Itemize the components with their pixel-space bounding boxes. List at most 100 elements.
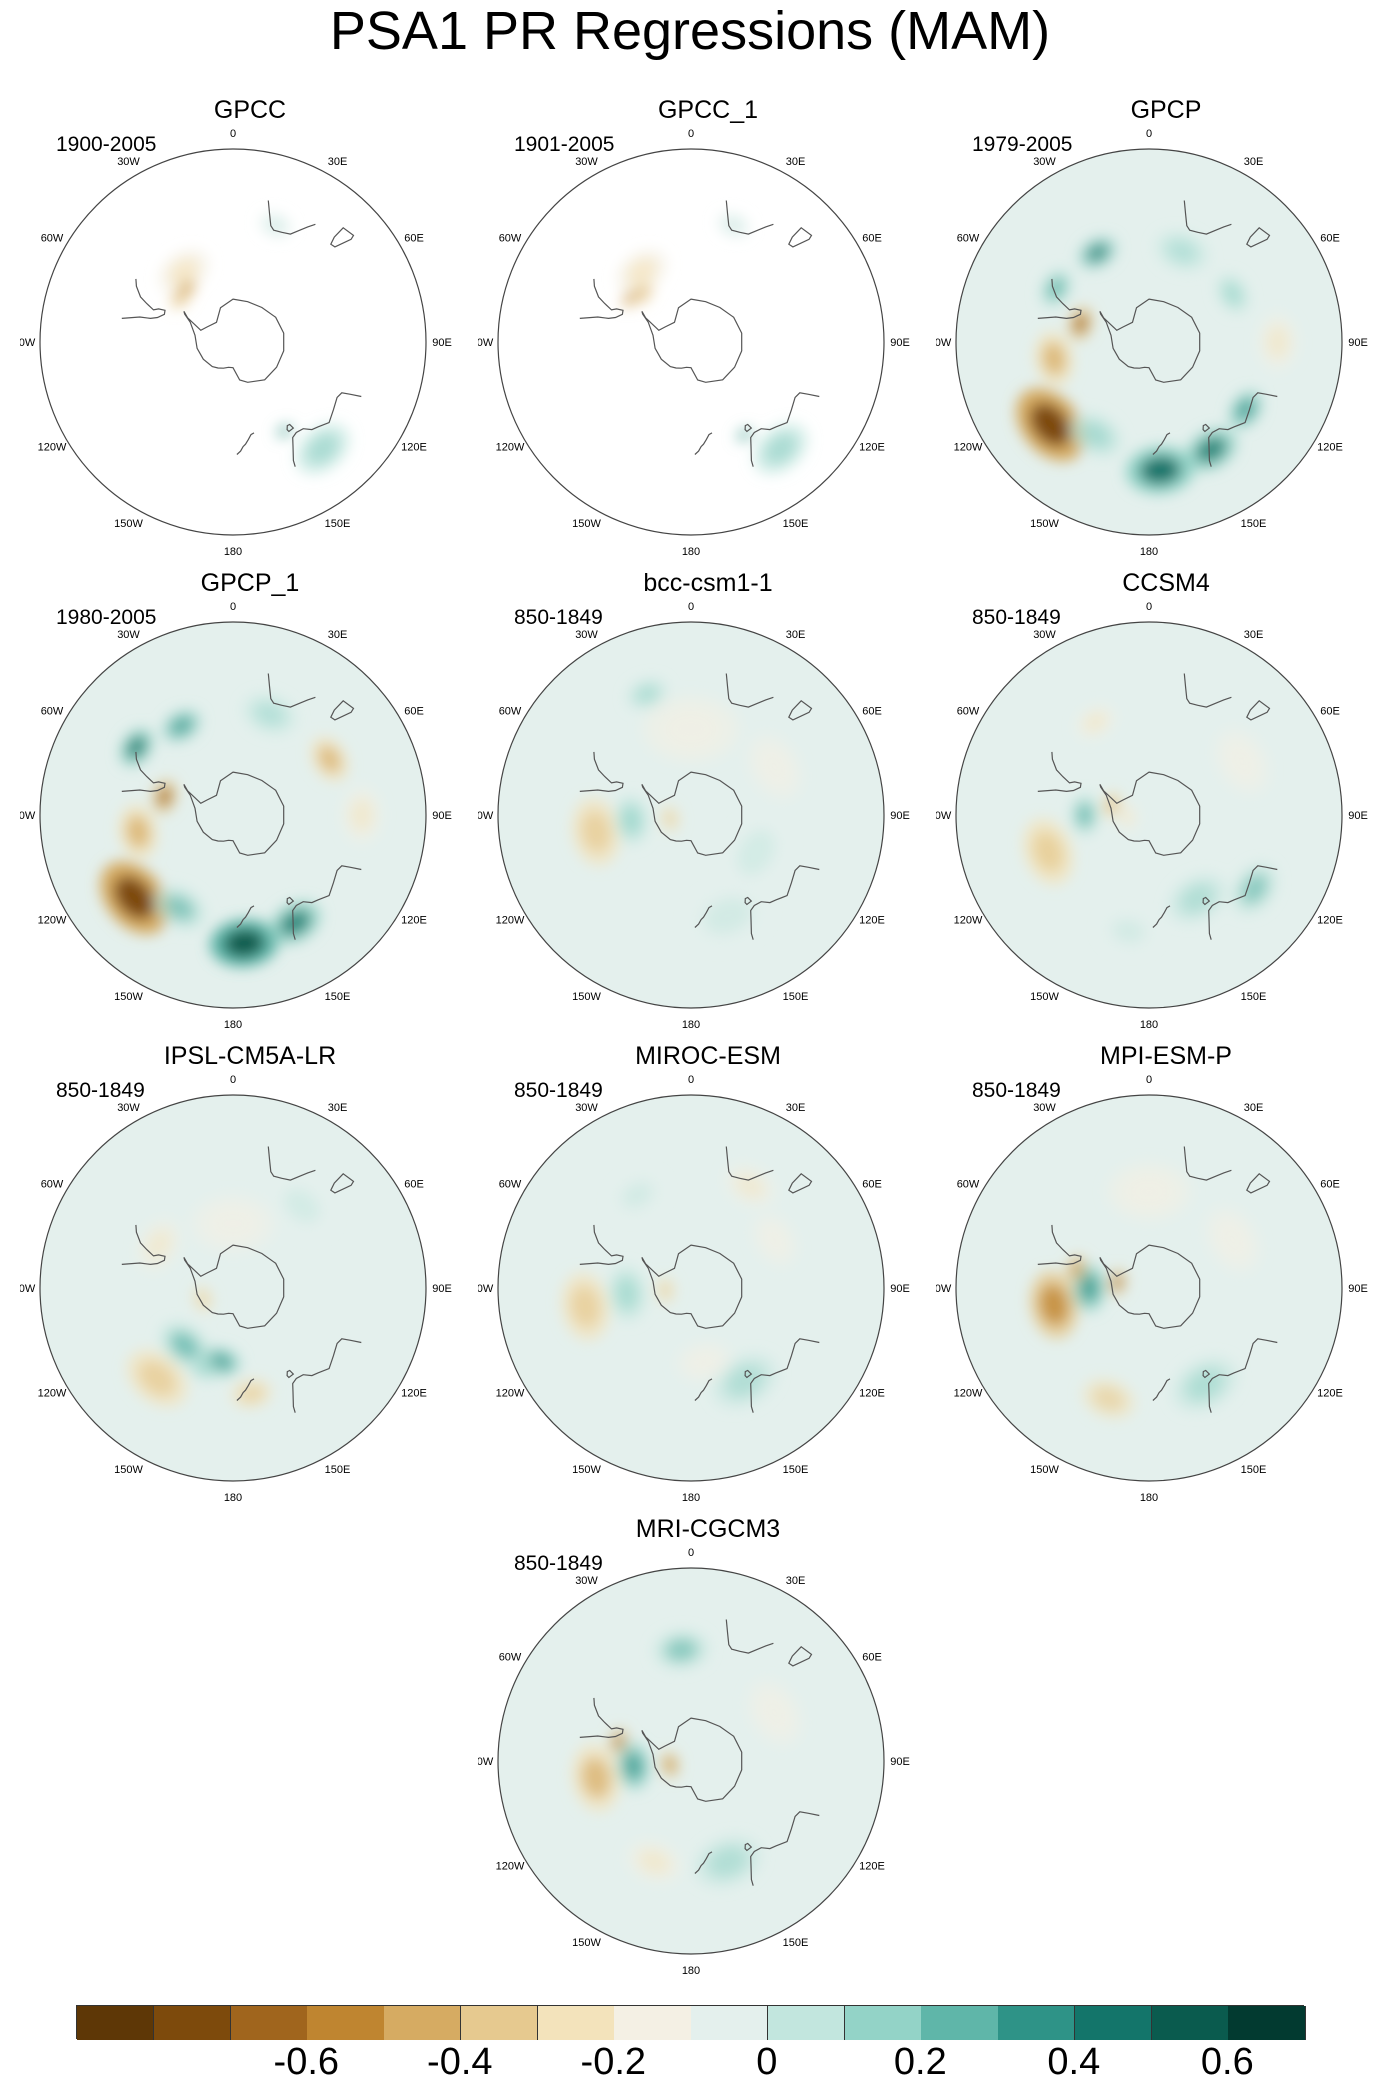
longitude-label: 90W: [20, 810, 36, 822]
longitude-label: 180: [224, 546, 242, 558]
new-zealand-coast: [1152, 1378, 1171, 1401]
longitude-label: 60E: [1320, 1179, 1340, 1191]
colorbar-tick-label: 0: [756, 2041, 778, 2083]
map-panel: MPI-ESM-P 850-1849 0 30E 60E 90E 120E 150E 180 15…: [936, 1041, 1380, 1521]
anomaly-blob: [1216, 1220, 1249, 1260]
anomaly-blob: [1080, 422, 1111, 448]
longitude-label: 90W: [478, 1756, 494, 1768]
tasmania-coast: [286, 896, 295, 906]
panel-title: GPCC_1: [657, 96, 759, 124]
south-america-coast: [121, 1224, 166, 1266]
longitude-label: 150E: [325, 518, 351, 530]
longitude-label: 30W: [575, 629, 598, 641]
longitude-label: 150W: [572, 1937, 601, 1949]
colorbar-swatch: [230, 2006, 308, 2040]
longitude-label: 150E: [325, 991, 351, 1003]
anomaly-blob: [703, 897, 752, 934]
anomaly-blob: [761, 1224, 788, 1256]
anomaly-blob: [581, 1757, 611, 1799]
africa-coast: [267, 673, 316, 708]
anomaly-blob: [1070, 1260, 1083, 1277]
madagascar-coast: [788, 227, 813, 248]
new-zealand-coast: [236, 905, 255, 928]
new-zealand-coast: [694, 432, 713, 455]
map-boundary: [39, 148, 427, 536]
colorbar-tick-label: -0.6: [273, 2041, 340, 2083]
australia-coast: [1208, 1338, 1278, 1413]
tasmania-coast: [286, 423, 295, 433]
colorbar-swatch: [998, 2006, 1076, 2040]
anomaly-blob: [581, 811, 611, 853]
longitude-label: 120W: [38, 442, 67, 454]
longitude-label: 30E: [328, 1102, 348, 1114]
anomaly-blob: [1033, 831, 1064, 872]
panel-title: CCSM4: [1122, 569, 1210, 597]
anomaly-blob: [126, 815, 150, 849]
colorbar-swatch: [691, 2006, 769, 2040]
longitude-label: 60W: [499, 1652, 522, 1664]
panel-period: 1979-2005: [972, 133, 1073, 156]
anomaly-blob: [126, 736, 147, 759]
anomaly-blob: [736, 829, 776, 876]
madagascar-coast: [1246, 700, 1271, 721]
south-america-coast: [579, 1697, 624, 1739]
map-panel: GPCC 1900-2005 0 30E 60E 90E 120E 150E 180 150W 12…: [20, 95, 480, 575]
anomaly-blob: [664, 810, 676, 827]
map-panel: bcc-csm1-1 850-1849 0 30E 60E 90E 120E 150E 180 1…: [478, 568, 938, 1048]
longitude-label: 150W: [114, 1464, 143, 1476]
africa-coast: [267, 1146, 316, 1181]
panel-title: GPCP_1: [200, 569, 300, 597]
panel-title: MRI-CGCM3: [635, 1515, 781, 1543]
longitude-label: 30W: [1033, 1102, 1056, 1114]
south-america-coast: [1037, 278, 1082, 320]
australia-coast: [1208, 865, 1278, 940]
longitude-label: 150E: [1241, 1464, 1267, 1476]
longitude-label: 180: [682, 1965, 700, 1977]
anomaly-blob: [1079, 1273, 1099, 1303]
colorbar: [76, 2005, 1306, 2040]
tasmania-coast: [1202, 1369, 1211, 1379]
polar-map: 0 30E 60E 90E 120E 150E 180 150W 120W 90W 60W 30W: [478, 1547, 910, 1977]
longitude-label: 90E: [1348, 337, 1368, 349]
anomaly-blob: [157, 786, 172, 807]
longitude-label: 0: [1146, 128, 1152, 140]
longitude-label: 30W: [1033, 156, 1056, 168]
longitude-label: 90W: [20, 337, 36, 349]
tasmania-coast: [744, 1369, 753, 1379]
australia-coast: [292, 392, 362, 467]
antarctica-coast: [641, 298, 743, 383]
longitude-label: 60E: [862, 1179, 882, 1191]
polar-map: 0 30E 60E 90E 120E 150E 180 150W 120W 90W 60W 30W: [20, 128, 452, 558]
longitude-label: 90E: [890, 1283, 910, 1295]
longitude-label: 0: [230, 1074, 236, 1086]
longitude-label: 90E: [890, 1756, 910, 1768]
anomaly-blob: [1195, 436, 1227, 463]
longitude-label: 120W: [38, 1388, 67, 1400]
anomaly-blob: [170, 1331, 200, 1360]
anomaly-blob: [662, 709, 720, 749]
longitude-label: 60W: [499, 706, 522, 718]
anomaly-blob: [725, 1364, 764, 1397]
longitude-label: 180: [224, 1492, 242, 1504]
anomaly-blob: [1085, 243, 1110, 263]
longitude-label: 180: [224, 1019, 242, 1031]
anomaly-blob: [622, 1182, 653, 1208]
longitude-label: 30E: [786, 1575, 806, 1587]
anomaly-blob: [1029, 402, 1071, 447]
tasmania-coast: [1202, 423, 1211, 433]
longitude-label: 120E: [401, 915, 427, 927]
south-america-coast: [579, 1224, 624, 1266]
new-zealand-coast: [1152, 905, 1171, 928]
longitude-label: 180: [682, 1492, 700, 1504]
panel-period: 1900-2005: [56, 133, 157, 156]
anomaly-blob: [168, 258, 199, 285]
longitude-label: 150W: [1030, 518, 1059, 530]
anomaly-blob: [1092, 1386, 1125, 1411]
longitude-label: 0: [230, 601, 236, 613]
anomaly-blob: [306, 433, 339, 465]
madagascar-coast: [1246, 227, 1271, 248]
africa-coast: [725, 673, 774, 708]
africa-coast: [1183, 673, 1232, 708]
longitude-label: 150W: [114, 518, 143, 530]
longitude-label: 60E: [1320, 706, 1340, 718]
